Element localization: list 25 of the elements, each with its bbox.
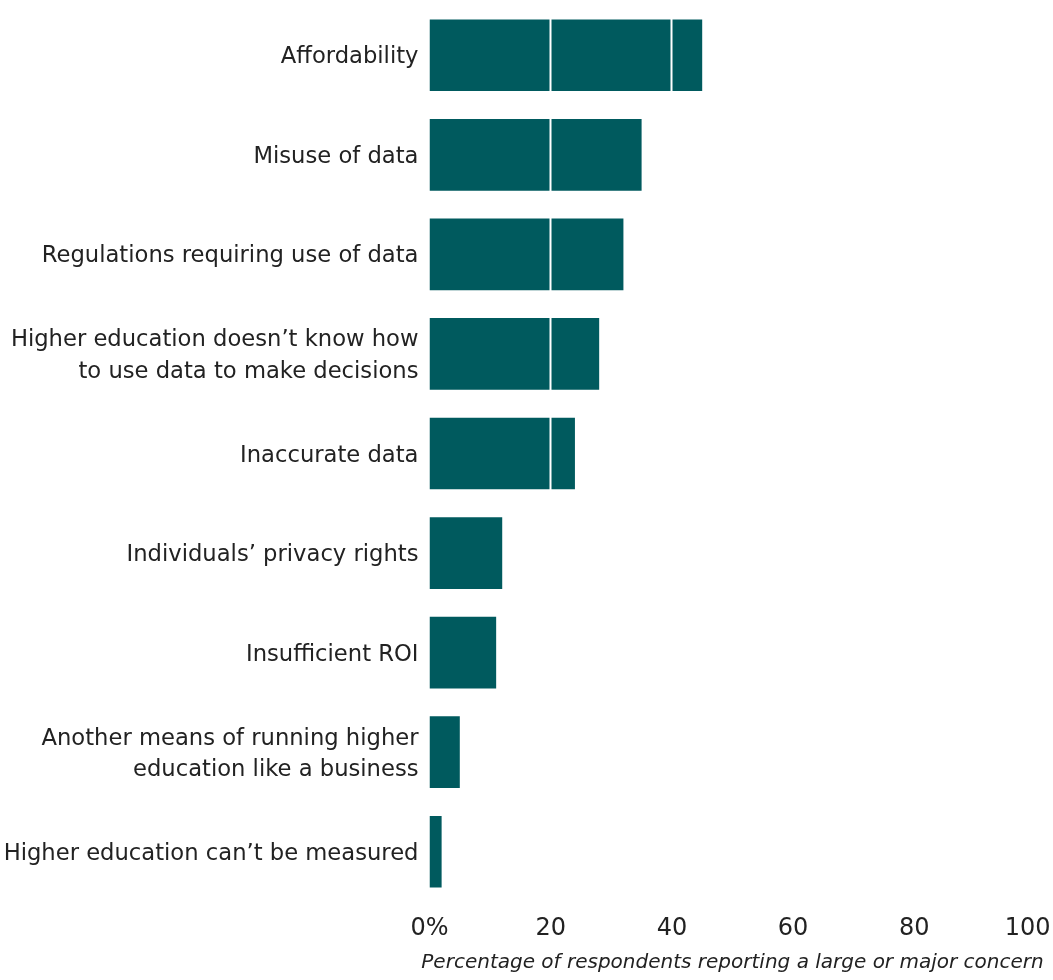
bar [429, 118, 642, 191]
bar [429, 417, 575, 490]
bar [429, 716, 460, 789]
bar [429, 616, 497, 689]
x-tick-label: 40 [656, 912, 688, 941]
x-axis-title: Percentage of respondents reporting a large or major concern [421, 948, 1044, 973]
y-tick-label: Higher education doesn’t know how to use data to make decisions [10, 325, 419, 383]
x-tick-label: 0% [410, 912, 449, 941]
y-tick-label: Misuse of data [253, 141, 419, 168]
y-tick-label: Another means of running higher education like a business [41, 723, 420, 781]
y-tick-label: Affordability [280, 42, 419, 69]
bar [429, 517, 503, 589]
y-tick-label: Regulations requiring use of data [41, 241, 419, 268]
y-tick-label: Insufficient ROI [246, 639, 419, 666]
bar [429, 19, 703, 92]
x-tick-label: 80 [899, 912, 930, 941]
y-tick-label: Inaccurate data [240, 440, 419, 467]
bar [429, 815, 442, 888]
x-tick-label: 100 [1004, 912, 1051, 941]
y-tick-label: Individuals’ privacy rights [126, 540, 419, 567]
bar [429, 218, 624, 291]
bar [429, 318, 600, 390]
x-tick-label: 20 [535, 912, 566, 941]
x-tick-label: 60 [777, 912, 809, 941]
y-tick-label: Higher education can’t be measured [3, 838, 419, 865]
